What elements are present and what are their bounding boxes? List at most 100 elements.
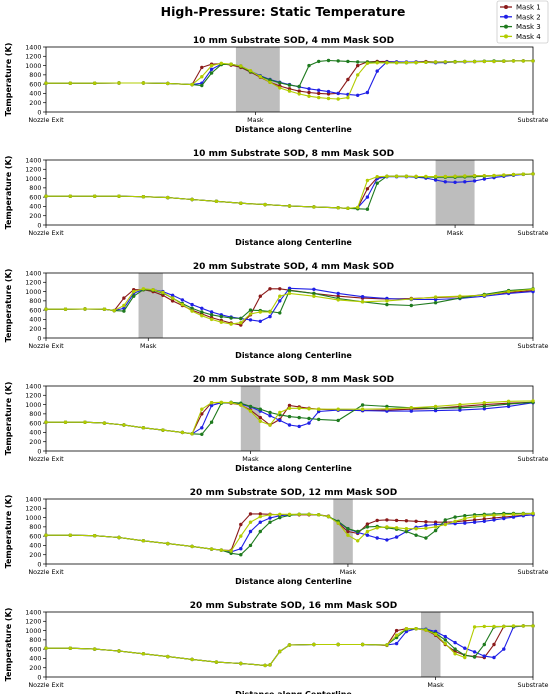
- data-point: [482, 59, 486, 64]
- y-tick-label: 1000: [25, 62, 41, 70]
- data-point: [248, 318, 253, 322]
- data-point: [482, 177, 486, 181]
- data-point: [375, 61, 379, 65]
- data-point: [317, 417, 321, 422]
- data-point: [394, 526, 399, 530]
- series-mask-1: [44, 512, 535, 553]
- data-point: [141, 195, 146, 199]
- y-tick-label: 1400: [25, 608, 41, 616]
- series-mask-3: [44, 511, 535, 557]
- data-point: [414, 519, 418, 523]
- data-point: [219, 400, 223, 404]
- data-point: [102, 421, 107, 425]
- panel-title: 20 mm Substrate SOD, 8 mm Mask SOD: [193, 375, 394, 385]
- data-point: [463, 646, 467, 650]
- data-point: [132, 289, 136, 294]
- legend-label: Mask 1: [516, 4, 541, 12]
- data-point: [268, 80, 272, 85]
- data-point: [492, 59, 496, 64]
- data-point: [268, 287, 272, 291]
- data-point: [68, 81, 73, 85]
- data-point: [317, 95, 321, 100]
- data-point: [365, 178, 370, 183]
- data-point: [117, 81, 121, 85]
- data-point: [307, 87, 311, 91]
- data-point: [385, 61, 389, 65]
- data-point: [463, 655, 467, 660]
- data-point: [360, 295, 365, 299]
- data-point: [346, 77, 350, 82]
- data-point: [63, 307, 68, 311]
- y-tick-label: 1200: [25, 618, 41, 626]
- data-point: [414, 60, 418, 65]
- data-point: [214, 660, 219, 664]
- data-point: [278, 418, 282, 423]
- data-point: [492, 655, 496, 660]
- data-point: [511, 172, 516, 177]
- data-point: [278, 649, 282, 654]
- data-point: [492, 518, 496, 522]
- data-point: [287, 414, 292, 419]
- data-point: [141, 287, 146, 291]
- data-point: [117, 649, 121, 653]
- data-point: [239, 534, 243, 538]
- data-point: [404, 519, 409, 523]
- data-point: [365, 187, 370, 191]
- data-point: [239, 201, 243, 205]
- y-tick-label: 1000: [25, 175, 41, 183]
- data-point: [365, 90, 370, 95]
- data-point: [463, 521, 467, 525]
- data-point: [472, 174, 477, 178]
- data-point: [502, 516, 506, 521]
- plot-frame: [45, 159, 534, 226]
- x-tick-label: Nozzle Exit: [28, 568, 64, 576]
- data-point: [365, 533, 370, 537]
- data-point: [278, 81, 282, 85]
- data-point: [404, 627, 409, 631]
- y-tick-label: 1400: [25, 382, 41, 390]
- y-tick-label: 1000: [25, 401, 41, 409]
- data-point: [375, 175, 379, 179]
- data-point: [258, 407, 262, 411]
- series-line: [46, 60, 533, 100]
- data-point: [278, 515, 282, 520]
- data-point: [248, 529, 253, 534]
- data-point: [472, 625, 477, 629]
- data-point: [209, 310, 214, 314]
- y-tick-label: 0: [37, 673, 41, 681]
- data-point: [394, 628, 399, 633]
- data-point: [287, 291, 292, 296]
- data-point: [263, 202, 267, 207]
- data-point: [433, 301, 438, 305]
- data-point: [356, 529, 360, 534]
- data-point: [83, 420, 87, 424]
- data-point: [190, 197, 194, 202]
- data-point: [365, 207, 370, 211]
- x-tick-label: Substrate: [518, 455, 549, 463]
- data-point: [385, 643, 389, 647]
- data-point: [297, 89, 301, 93]
- series-mask-4: [44, 59, 535, 101]
- data-point: [317, 88, 321, 92]
- data-point: [424, 520, 428, 524]
- data-point: [433, 528, 438, 533]
- data-point: [443, 60, 447, 64]
- data-point: [170, 293, 175, 297]
- legend-label: Mask 3: [516, 23, 541, 31]
- data-point: [278, 410, 282, 415]
- y-tick-label: 1200: [25, 166, 41, 174]
- data-point: [44, 420, 48, 424]
- data-point: [453, 180, 457, 184]
- data-point: [365, 529, 370, 534]
- panel-title: 20 mm Substrate SOD, 16 mm Mask SOD: [190, 601, 397, 611]
- data-point: [385, 525, 389, 529]
- data-point: [424, 60, 428, 64]
- data-point: [307, 63, 311, 68]
- data-point: [502, 59, 506, 63]
- chart-panel: 10 mm Substrate SOD, 8 mm Mask SOD 020040…: [4, 149, 549, 247]
- data-point: [248, 512, 253, 516]
- data-point: [409, 297, 413, 301]
- data-point: [360, 407, 365, 411]
- data-point: [458, 402, 462, 407]
- data-point: [360, 300, 365, 304]
